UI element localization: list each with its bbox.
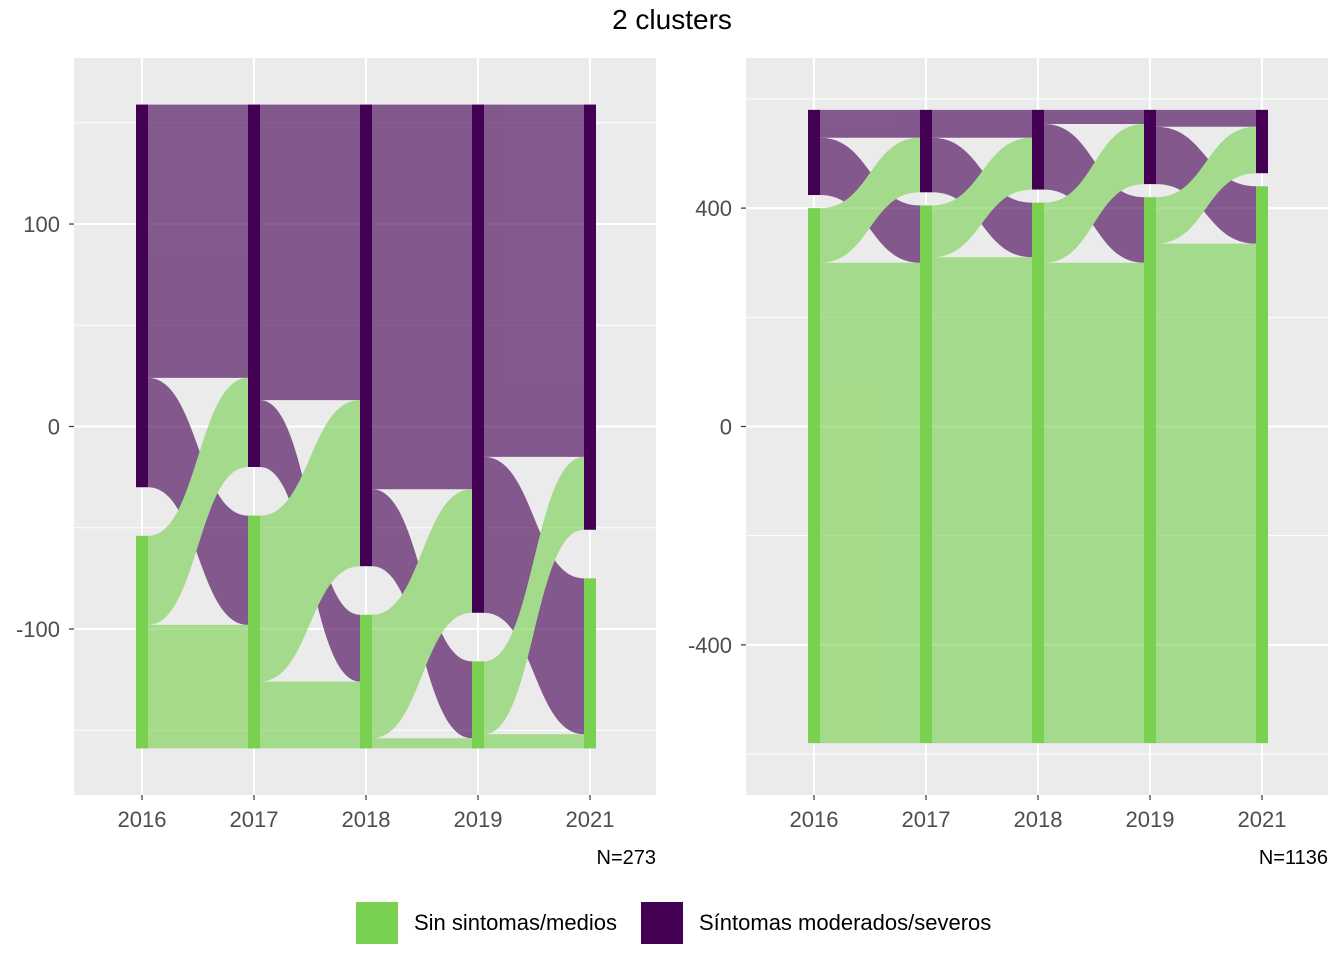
flow-sin-to-mod bbox=[1156, 126, 1256, 244]
flow-mod-to-mod bbox=[148, 104, 248, 378]
flow-mod-to-mod bbox=[1156, 109, 1256, 127]
x-tick-label: 2021 bbox=[1238, 807, 1287, 832]
flow-mod-to-mod bbox=[1044, 109, 1144, 125]
x-tick-label: 2019 bbox=[454, 807, 503, 832]
stratum-mod bbox=[1032, 109, 1044, 190]
flow-mod-to-mod bbox=[484, 104, 584, 457]
flow-mod-to-mod bbox=[260, 104, 360, 401]
x-tick-label: 2021 bbox=[566, 807, 615, 832]
flow-sin-to-mod bbox=[932, 137, 1032, 258]
flow-mod-to-mod bbox=[932, 109, 1032, 138]
flow-sin-to-mod bbox=[820, 137, 920, 263]
flow-sin-to-sin bbox=[484, 734, 584, 749]
panel-2: -400 0 400 2016 2017 2018 2019 2021 N=1136 bbox=[688, 58, 1328, 869]
legend: Sin sintomas/medios Síntomas moderados/s… bbox=[0, 900, 1344, 946]
legend-key-sintomas-moderados bbox=[641, 902, 683, 944]
flow-sin-to-mod bbox=[148, 377, 248, 625]
flow-mod-to-mod bbox=[372, 104, 472, 490]
y-tick-label: -400 bbox=[688, 633, 732, 658]
stratum-mod bbox=[472, 104, 484, 613]
stratum-mod bbox=[1144, 109, 1156, 185]
stratum-sin bbox=[1032, 202, 1044, 744]
x-tick-label: 2016 bbox=[118, 807, 167, 832]
flow-sin-to-sin bbox=[1156, 243, 1256, 744]
flow-sin-to-sin bbox=[820, 262, 920, 744]
stratum-sin bbox=[136, 535, 148, 749]
x-tick-label: 2019 bbox=[1126, 807, 1175, 832]
x-tick-label: 2018 bbox=[1014, 807, 1063, 832]
legend-label-sin-sintomas: Sin sintomas/medios bbox=[414, 910, 617, 935]
flow-mod-to-mod bbox=[820, 109, 920, 138]
legend-item-sintomas-moderados: Síntomas moderados/severos bbox=[641, 900, 991, 946]
legend-label-sintomas-moderados: Síntomas moderados/severos bbox=[699, 910, 992, 935]
stratum-mod bbox=[248, 104, 260, 467]
stratum-mod bbox=[136, 104, 148, 488]
panel-1: -100 0 100 2016 2017 2018 2019 2021 N=273 bbox=[16, 58, 656, 869]
flow-sin-to-mod bbox=[372, 489, 472, 739]
flows bbox=[148, 104, 584, 749]
flow-sin-to-mod bbox=[260, 400, 360, 682]
stratum-sin bbox=[808, 208, 820, 744]
stratum-sin bbox=[584, 578, 596, 749]
stratum-mod bbox=[920, 109, 932, 193]
stratum-mod bbox=[360, 104, 372, 567]
legend-key-sin-sintomas bbox=[356, 902, 398, 944]
flow-sin-to-mod bbox=[484, 456, 584, 735]
stratum-sin bbox=[472, 661, 484, 749]
stratum-mod bbox=[808, 109, 820, 196]
stratum-sin bbox=[360, 614, 372, 749]
stratum-sin bbox=[1256, 186, 1268, 744]
y-tick-label: -100 bbox=[16, 617, 60, 642]
y-tick-label: 0 bbox=[48, 415, 60, 440]
y-tick-label: 400 bbox=[695, 196, 732, 221]
x-tick-label: 2017 bbox=[230, 807, 279, 832]
stratum-mod bbox=[1256, 109, 1268, 174]
y-tick-label: 0 bbox=[720, 415, 732, 440]
legend-item-sin-sintomas: Sin sintomas/medios bbox=[356, 900, 617, 946]
x-tick-label: 2017 bbox=[902, 807, 951, 832]
stratum-sin bbox=[248, 515, 260, 749]
stratum-sin bbox=[920, 205, 932, 744]
x-tick-label: 2016 bbox=[790, 807, 839, 832]
stratum-mod bbox=[584, 104, 596, 530]
stratum-sin bbox=[1144, 197, 1156, 744]
flow-sin-to-sin bbox=[148, 624, 248, 749]
chart-area: -100 0 100 2016 2017 2018 2019 2021 N=273 -400 0 40… bbox=[16, 58, 1328, 869]
caption: N=1136 bbox=[1259, 847, 1328, 869]
flows bbox=[820, 109, 1256, 744]
x-tick-label: 2018 bbox=[342, 807, 391, 832]
flow-sin-to-sin bbox=[260, 681, 360, 749]
flow-sin-to-sin bbox=[372, 738, 472, 749]
flow-sin-to-sin bbox=[1044, 262, 1144, 744]
flow-sin-to-mod bbox=[1044, 124, 1144, 263]
caption: N=273 bbox=[597, 847, 657, 869]
y-tick-label: 100 bbox=[23, 212, 60, 237]
chart-title: 2 clusters bbox=[612, 4, 732, 35]
flow-sin-to-sin bbox=[932, 257, 1032, 744]
